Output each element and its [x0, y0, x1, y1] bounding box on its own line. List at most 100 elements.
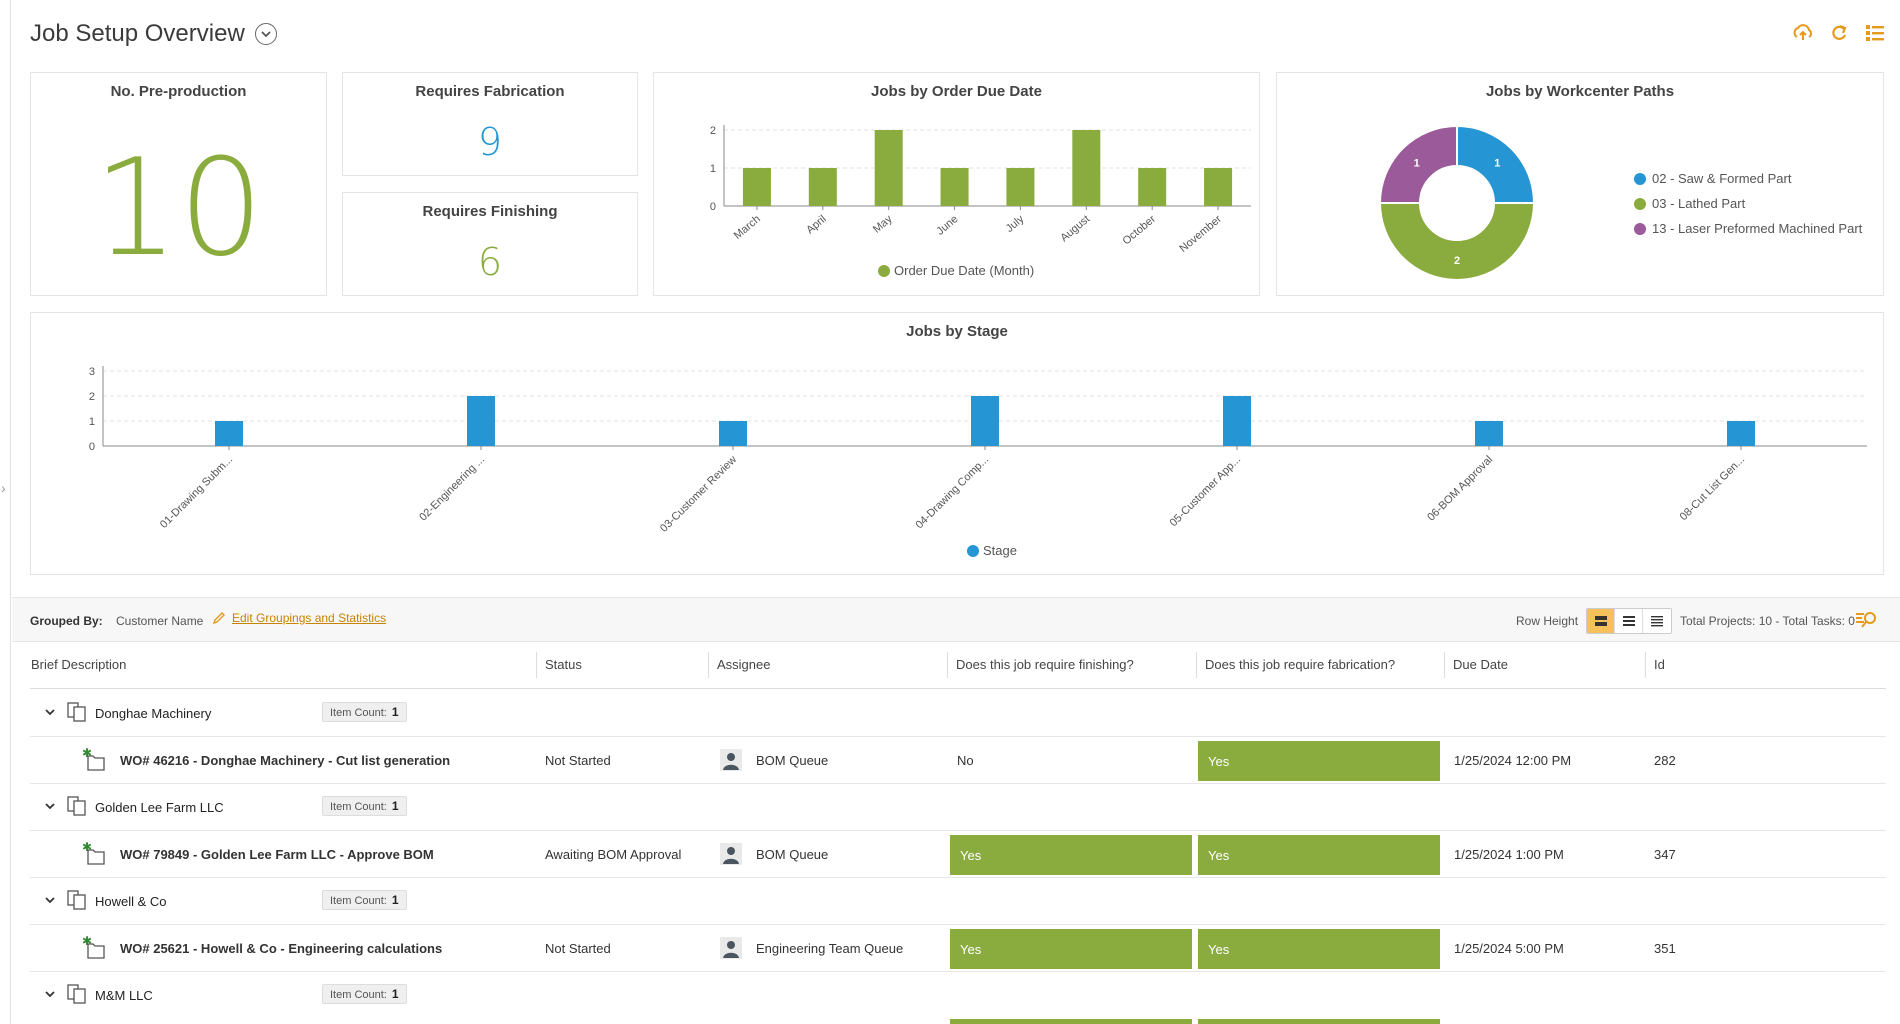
legend-label: 03 - Lathed Part — [1652, 196, 1746, 211]
bar — [1727, 421, 1755, 446]
pencil-icon — [212, 612, 225, 625]
chevron-down-icon[interactable] — [40, 706, 60, 721]
cell-assignee: Engineering Team Queue — [720, 925, 903, 971]
x-tick-label: August — [1058, 213, 1092, 244]
row-divider — [30, 830, 1886, 831]
page-title: Job Setup Overview — [30, 20, 277, 48]
column-header-fabrication[interactable]: Does this job require fabrication? — [1196, 652, 1395, 678]
item-count-value: 1 — [391, 705, 399, 719]
cloud-upload-icon[interactable] — [1792, 22, 1814, 44]
rows-small-icon — [1651, 616, 1663, 627]
x-tick-label: June — [935, 213, 961, 238]
kpi-card-requires-finishing[interactable]: Requires Finishing 6 — [342, 192, 638, 296]
partial-row-cell — [1198, 1019, 1440, 1024]
row-divider — [30, 877, 1886, 878]
row-height-large-button[interactable] — [1587, 609, 1615, 633]
group-row-golden-lee-farm[interactable]: Golden Lee Farm LLC Item Count: 1 — [30, 784, 1886, 830]
cell-status: Awaiting BOM Approval — [545, 846, 682, 862]
row-height-label: Row Height — [1516, 614, 1579, 628]
column-header-finishing[interactable]: Does this job require finishing? — [947, 652, 1134, 678]
kpi-card-pre-production[interactable]: No. Pre-production 10 — [30, 72, 327, 296]
donut-slice — [1378, 202, 1536, 281]
group-row-howell-co[interactable]: Howell & Co Item Count: 1 — [30, 878, 1886, 924]
x-tick-label: March — [732, 213, 763, 242]
chevron-down-icon[interactable] — [40, 988, 60, 1003]
side-rail[interactable]: › — [0, 0, 11, 1024]
svg-text:✱: ✱ — [82, 748, 92, 760]
stage-bar-chart: 0 1 2 3 01-Drawing Subm... 02-Engineering ...… — [89, 366, 1867, 558]
bar — [971, 396, 999, 446]
bar — [1475, 421, 1503, 446]
group-name: M&M LLC — [95, 987, 153, 1003]
donut-slice — [1456, 124, 1536, 204]
y-tick-label: 2 — [89, 391, 95, 403]
x-tick-label: 05-Customer App... — [1168, 454, 1244, 530]
slice-value-label: 1 — [1414, 158, 1420, 170]
refresh-icon[interactable] — [1828, 22, 1850, 44]
chevron-down-icon[interactable] — [254, 23, 277, 45]
legend-item[interactable]: 03 - Lathed Part — [1634, 196, 1862, 211]
cell-description[interactable]: WO# 46216 - Donghae Machinery - Cut list… — [120, 752, 451, 768]
table-row[interactable]: ✱ WO# 25621 - Howell & Co - Engineering … — [30, 925, 1886, 971]
task-icon: ✱ — [82, 746, 106, 775]
column-header-due-date[interactable]: Due Date — [1444, 652, 1508, 678]
edit-groupings-label: Edit Groupings and Statistics — [232, 611, 387, 625]
bar — [719, 421, 747, 446]
legend-dot — [1634, 172, 1646, 185]
assignee-name: BOM Queue — [756, 846, 829, 862]
chart-title: Jobs by Order Due Date — [871, 83, 1042, 100]
bar — [808, 168, 837, 206]
slice-value-label: 1 — [1494, 158, 1500, 170]
item-count-label: Item Count: — [330, 801, 387, 813]
group-row-donghae-machinery[interactable]: Donghae Machinery Item Count: 1 — [30, 690, 1886, 736]
kpi-card-requires-fabrication[interactable]: Requires Fabrication 9 — [342, 72, 638, 176]
top-actions — [1792, 22, 1886, 44]
x-tick-label: April — [804, 213, 829, 236]
grid-toolbar: Grouped By: Customer Name Edit Groupings… — [12, 597, 1900, 642]
chevron-down-icon[interactable] — [40, 800, 60, 815]
x-tick-label: 08-Cut List Gen... — [1678, 454, 1747, 523]
row-height-small-button[interactable] — [1643, 609, 1671, 633]
x-tick-label: 04-Drawing Comp... — [913, 454, 991, 532]
user-avatar-icon — [720, 749, 742, 771]
kpi-title: Requires Finishing — [422, 203, 558, 220]
cell-description[interactable]: WO# 25621 - Howell & Co - Engineering ca… — [120, 940, 443, 956]
row-divider — [30, 924, 1886, 925]
user-avatar-icon — [720, 843, 742, 865]
bar — [467, 396, 495, 446]
item-count-badge: Item Count: 1 — [322, 796, 407, 816]
cell-assignee: BOM Queue — [720, 737, 828, 783]
chart-title: Jobs by Workcenter Paths — [1485, 83, 1675, 100]
cell-due-date: 1/25/2024 1:00 PM — [1454, 846, 1564, 862]
legend-item[interactable]: 02 - Saw & Formed Part — [1634, 171, 1862, 186]
column-header-id[interactable]: Id — [1645, 652, 1665, 678]
group-row-mm-llc[interactable]: M&M LLC Item Count: 1 — [30, 972, 1886, 1018]
assignee-name: Engineering Team Queue — [756, 940, 904, 956]
column-header-status[interactable]: Status — [536, 652, 582, 678]
row-height-medium-button[interactable] — [1615, 609, 1643, 633]
table-row[interactable]: ✱ WO# 46216 - Donghae Machinery - Cut li… — [30, 737, 1886, 783]
item-count-value: 1 — [391, 893, 399, 907]
column-header-assignee[interactable]: Assignee — [708, 652, 770, 678]
cell-description[interactable]: WO# 79849 - Golden Lee Farm LLC - Approv… — [120, 846, 434, 862]
chart-card-workcenter-paths: Jobs by Workcenter Paths 1 2 1 02 - Saw & … — [1276, 72, 1884, 296]
table-row[interactable]: ✱ WO# 79849 - Golden Lee Farm LLC - Appr… — [30, 831, 1886, 877]
legend-item[interactable]: 13 - Laser Preformed Machined Part — [1634, 221, 1862, 236]
legend-label: Order Due Date (Month) — [894, 263, 1034, 278]
find-icon[interactable] — [1854, 610, 1878, 633]
chevron-right-icon[interactable]: › — [1, 480, 6, 496]
chart-card-jobs-by-stage: Jobs by Stage 0 1 2 3 01-Drawing Subm... 02-E… — [30, 312, 1884, 575]
cell-fabrication: Yes — [1198, 835, 1440, 875]
task-icon: ✱ — [82, 840, 106, 869]
cell-id: 347 — [1654, 846, 1676, 862]
kpi-value: 6 — [477, 240, 503, 284]
edit-groupings-link[interactable]: Edit Groupings and Statistics — [212, 611, 386, 625]
header-divider — [30, 688, 1886, 689]
grouped-by-label: Grouped By: — [30, 614, 103, 628]
chevron-down-icon[interactable] — [40, 894, 60, 909]
x-tick-label: 06-BOM Approval — [1425, 454, 1495, 524]
list-icon[interactable] — [1864, 22, 1886, 44]
column-header-brief-description[interactable]: Brief Description — [31, 657, 127, 672]
cell-finishing: Yes — [950, 929, 1192, 969]
x-tick-label: November — [1177, 213, 1224, 255]
